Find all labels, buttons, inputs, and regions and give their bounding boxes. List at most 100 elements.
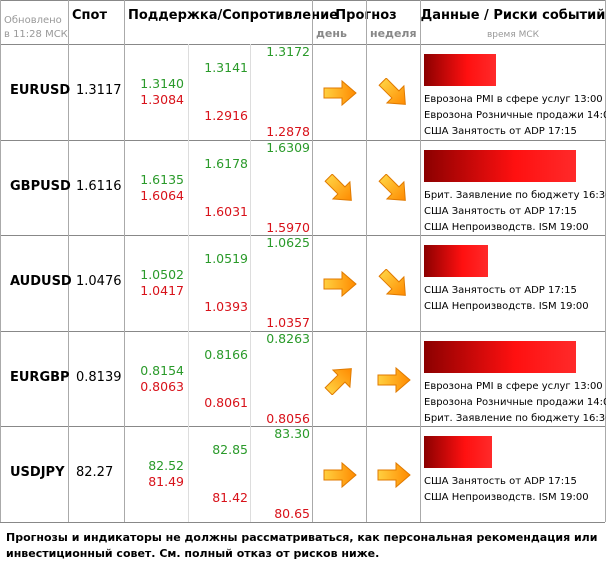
resistance: 0.8154 xyxy=(140,362,184,378)
risk-bar xyxy=(424,54,496,86)
updated: Обновлено в 11:28 МСК xyxy=(4,15,68,40)
arrow-icon xyxy=(324,173,352,201)
row-line xyxy=(0,235,605,237)
support: 1.0393 xyxy=(204,299,248,315)
risk-bar xyxy=(424,149,576,182)
arrow-icon xyxy=(324,367,352,396)
forecast-arrow xyxy=(320,78,360,108)
pair: EURGBP xyxy=(10,369,70,385)
support: 1.6031 xyxy=(204,203,248,219)
resistance: 1.6135 xyxy=(140,171,184,187)
support: 0.8063 xyxy=(140,378,184,394)
pair: GBPUSD xyxy=(10,178,71,194)
col-line xyxy=(312,0,313,522)
support: 1.5970 xyxy=(266,219,310,235)
support: 1.0417 xyxy=(140,283,184,299)
pair: AUDUSD xyxy=(10,274,72,290)
col-line xyxy=(124,0,125,522)
forecast-arrow xyxy=(374,365,414,395)
arrow-icon xyxy=(378,77,406,105)
resistance: 1.3140 xyxy=(140,76,184,91)
resistance: 1.0625 xyxy=(266,235,310,251)
spot: 0.8139 xyxy=(76,369,122,385)
forecast-arrow xyxy=(374,268,414,299)
spot-header: Спот xyxy=(72,8,107,23)
event: США Непроизводств. ISM 19:00 xyxy=(424,301,589,313)
forecast-arrow xyxy=(320,173,360,204)
row-line xyxy=(0,522,605,523)
resistance: 1.0502 xyxy=(140,267,184,283)
risk-bar xyxy=(424,436,492,469)
resistance: 1.3172 xyxy=(266,44,310,59)
spot: 1.0476 xyxy=(76,274,122,290)
event: Еврозона Розничные продажи 14:00 xyxy=(424,110,606,121)
event: США Непроизводств. ISM 19:00 xyxy=(424,492,589,504)
support: 0.8061 xyxy=(204,394,248,410)
arrow-icon xyxy=(323,462,357,489)
event: США Занятость от ADP 17:15 xyxy=(424,285,577,297)
pair: USDJPY xyxy=(10,465,65,481)
row-line xyxy=(0,330,605,332)
levels-header: Поддержка/Сопротивление xyxy=(128,8,339,23)
resistance: 83.30 xyxy=(274,426,310,442)
disclaimer: Прогнозы и индикаторы не должны рассматр… xyxy=(6,531,598,560)
col-line xyxy=(188,44,189,522)
spot: 1.3117 xyxy=(76,83,122,98)
support: 80.65 xyxy=(274,506,310,522)
support: 1.2916 xyxy=(204,108,248,123)
day-header: день xyxy=(316,27,347,40)
risk-bar xyxy=(424,245,488,278)
resistance: 0.8263 xyxy=(266,330,310,346)
forecast-arrow xyxy=(374,77,414,108)
support: 1.3084 xyxy=(140,92,184,107)
forecast-header: Прогноз xyxy=(312,8,420,23)
forecast-arrow xyxy=(374,173,414,204)
arrow-icon xyxy=(378,268,406,297)
col-line xyxy=(366,0,367,522)
resistance: 82.85 xyxy=(212,442,248,458)
event: Еврозона Розничные продажи 14:00 xyxy=(424,396,606,408)
support: 1.6064 xyxy=(140,187,184,203)
col-line xyxy=(250,44,251,522)
col-line xyxy=(68,0,69,522)
forecast-arrow xyxy=(320,269,360,299)
resistance: 82.52 xyxy=(148,458,184,474)
arrow-icon xyxy=(377,366,411,393)
resistance: 1.3141 xyxy=(204,60,248,75)
risk-bar xyxy=(424,340,576,373)
event: Еврозона PMI в сфере услуг 13:00 xyxy=(424,94,603,105)
row-line xyxy=(0,44,605,45)
event: Брит. Заявление по бюджету 16:30 xyxy=(424,189,606,201)
support: 1.2878 xyxy=(266,124,310,139)
resistance: 1.6309 xyxy=(266,139,310,155)
forecast-arrow xyxy=(374,460,414,490)
event: Еврозона PMI в сфере услуг 13:00 xyxy=(424,380,603,392)
resistance: 0.8166 xyxy=(204,346,248,362)
support: 0.8056 xyxy=(266,410,310,426)
forecast-arrow xyxy=(320,460,360,490)
col-line xyxy=(0,0,1,522)
row-line xyxy=(0,139,605,141)
week-header: неделя xyxy=(370,27,417,40)
time-header: время МСК xyxy=(486,30,540,40)
support: 81.42 xyxy=(212,490,248,506)
event: США Занятость от ADP 17:15 xyxy=(424,205,577,217)
resistance: 1.0519 xyxy=(204,251,248,267)
arrow-icon xyxy=(323,79,357,107)
arrow-icon xyxy=(323,271,357,298)
event: США Занятость от ADP 17:15 xyxy=(424,126,577,137)
arrow-icon xyxy=(377,462,411,489)
resistance: 1.6178 xyxy=(204,155,248,171)
pair: EURUSD xyxy=(10,83,71,98)
arrow-icon xyxy=(378,173,406,201)
support: 1.0357 xyxy=(266,315,310,331)
event: США Занятость от ADP 17:15 xyxy=(424,476,577,488)
events-header: Данные / Риски событий xyxy=(420,8,606,23)
row-line xyxy=(0,426,605,428)
support: 81.49 xyxy=(148,474,184,490)
forecast-arrow xyxy=(320,365,360,396)
border xyxy=(0,0,605,1)
spot: 82.27 xyxy=(76,465,114,481)
event: Брит. Заявление по бюджету 16:30 xyxy=(424,412,606,424)
